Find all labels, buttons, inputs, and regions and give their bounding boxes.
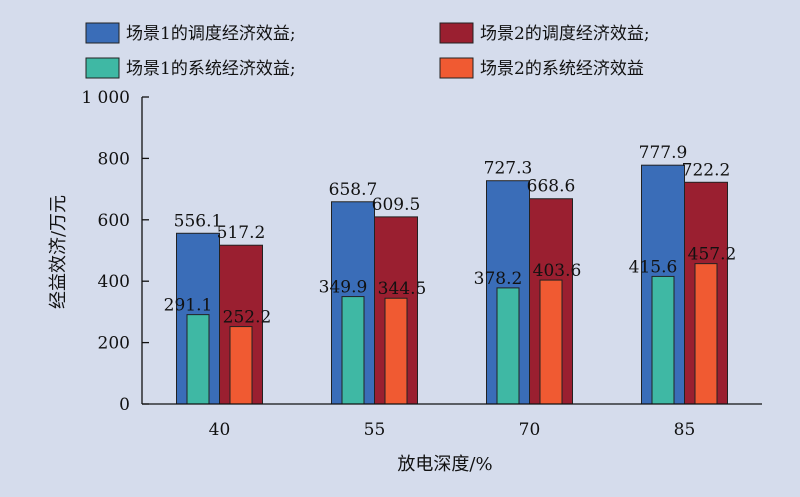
x-tick-label: 85 [674, 420, 696, 440]
data-label: 556.1 [174, 211, 223, 231]
data-label: 349.9 [319, 278, 368, 298]
data-label: 727.3 [484, 159, 533, 179]
bar [341, 296, 365, 405]
x-tick-label: 70 [519, 420, 541, 440]
y-tick-label: 400 [98, 272, 130, 292]
bar [229, 326, 253, 405]
data-label: 722.2 [682, 160, 731, 180]
y-tick-label: 0 [119, 395, 130, 415]
legend-label: 场景1的系统经济效益; [126, 59, 296, 79]
legend: 场景1的调度经济效益; 场景2的调度经济效益; 场景1的系统经济效益; 场景2的系统经… [85, 22, 650, 79]
y-tick-label: 800 [98, 149, 130, 169]
data-label: 658.7 [329, 180, 378, 200]
y-tick-label: 200 [98, 334, 130, 354]
data-label: 344.5 [378, 279, 427, 299]
bar [694, 263, 718, 405]
legend-label: 场景1的调度经济效益; [126, 24, 296, 44]
legend-label: 场景2的系统经济效益 [480, 59, 644, 79]
legend-swatch [439, 22, 474, 44]
data-label: 457.2 [688, 245, 737, 265]
bar [384, 297, 408, 405]
data-label: 252.2 [223, 308, 272, 328]
x-axis-title: 放电深度/% [397, 454, 492, 475]
data-label: 403.6 [533, 261, 582, 281]
legend-swatch [85, 57, 120, 79]
bar [651, 275, 675, 405]
legend-swatch [439, 57, 474, 79]
axes: 0 200 400 600 800 1 000 40 55 70 85 [81, 88, 762, 440]
x-tick-label: 40 [209, 420, 231, 440]
data-label: 609.5 [372, 195, 421, 215]
data-label: 378.2 [474, 269, 523, 289]
bar [496, 287, 520, 405]
y-tick-label: 600 [98, 211, 130, 231]
legend-swatch [85, 22, 120, 44]
legend-label: 场景2的调度经济效益; [480, 24, 650, 44]
bar [186, 314, 210, 405]
data-label: 668.6 [527, 177, 576, 197]
data-label: 415.6 [629, 257, 678, 277]
data-label: 777.9 [639, 143, 688, 163]
data-label: 291.1 [164, 296, 213, 316]
bar [539, 279, 563, 405]
y-axis-title: 经益效济/万元 [48, 195, 69, 309]
x-tick-label: 55 [364, 420, 386, 440]
bars [176, 164, 728, 405]
y-tick-label: 1 000 [81, 88, 130, 108]
data-label: 517.2 [217, 223, 266, 243]
